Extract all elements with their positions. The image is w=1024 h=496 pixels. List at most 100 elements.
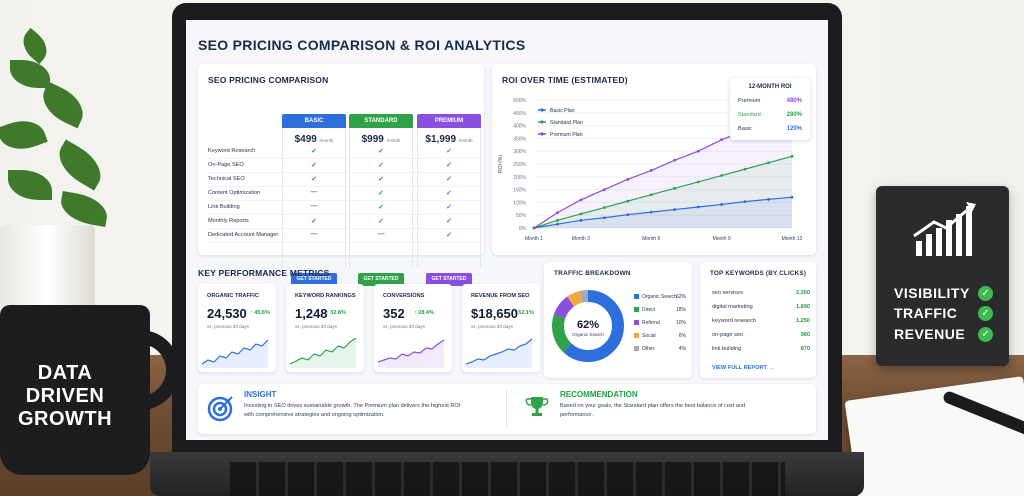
check-icon: ✓ — [378, 148, 384, 155]
data-point — [673, 186, 677, 190]
data-point — [767, 161, 770, 165]
view-full-report-link[interactable]: VIEW FULL REPORT → — [712, 365, 775, 371]
traffic-legend-row: Direct 18% — [634, 307, 686, 313]
keyword-text: keyword research — [712, 318, 757, 324]
kpi-label: CONVERSIONS — [383, 293, 425, 299]
roi-chart-card: ROI OVER TIME (ESTIMATED) 0% 50% 100% 150% 2… — [492, 64, 816, 255]
check-icon: ✓ — [378, 204, 384, 211]
keyboard — [230, 462, 785, 496]
y-axis-label: ROI (%) — [498, 155, 504, 173]
legend-swatch — [634, 320, 639, 326]
keyword-clicks: 870 — [800, 346, 810, 352]
data-point — [626, 177, 630, 181]
trophy-icon — [525, 397, 549, 416]
recommendation-text: Based on your goals, the Standard plan o… — [560, 403, 746, 418]
traffic-legend-row: Referral 10% — [634, 320, 686, 326]
x-tick-label: Month 9 — [713, 236, 731, 242]
kpi-sparkline — [202, 339, 269, 368]
plan-price-standard: $999 /month — [361, 134, 401, 145]
kpi-sub: vs. previous 30 days — [207, 324, 249, 329]
kpi-card: CONVERSIONS 352 ↑ 28.4% vs. previous 30 day… — [374, 284, 452, 372]
data-point — [556, 211, 559, 215]
traffic-breakdown-card: TRAFFIC BREAKDOWN 62% Organic Search Org… — [544, 262, 692, 378]
traffic-donut-chart — [552, 290, 624, 362]
keyword-text: seo services — [712, 290, 744, 296]
check-icon: ✓ — [446, 232, 452, 239]
kpi-card: KEYWORD RANKINGS 1,248 ↑ 32.8% vs. previous… — [286, 284, 364, 372]
data-point — [743, 167, 747, 171]
sign-line-traffic: TRAFFIC — [894, 305, 958, 321]
donut-slice-other — [552, 290, 624, 362]
legend-marker — [540, 120, 544, 124]
kpi-value: 24,530 — [207, 306, 247, 321]
feature-label: Monthly Reports — [208, 218, 249, 224]
get-started-standard-button[interactable]: GET STARTED — [358, 273, 404, 286]
series-area — [534, 197, 792, 228]
pricing-title: SEO PRICING COMPARISON — [208, 75, 329, 85]
y-tick-label: 50% — [516, 213, 527, 219]
roi-row-value: 280% — [786, 112, 802, 118]
y-tick-label: 250% — [513, 162, 526, 168]
keyword-row: keyword research 1,250 — [712, 318, 810, 324]
pricing-card: SEO PRICING COMPARISON BASIC STANDARD PR… — [198, 64, 484, 286]
traffic-source: Organic Search — [642, 294, 677, 300]
data-point — [743, 200, 747, 204]
data-point — [579, 218, 583, 222]
keyword-clicks: 1,890 — [796, 304, 810, 310]
data-point — [556, 218, 559, 222]
x-tick-label: Month 12 — [782, 236, 803, 242]
legend-marker — [540, 132, 544, 136]
kpi-card: REVENUE FROM SEO $18,650 ↑ 52.1% vs. previo… — [462, 284, 540, 372]
legend-marker — [540, 108, 544, 112]
kpi-value: 1,248 — [295, 306, 328, 321]
plant-pot — [0, 225, 95, 315]
dash-icon: — — [310, 189, 318, 196]
roi-chart-title: ROI OVER TIME (ESTIMATED) — [502, 75, 628, 85]
dash-icon: — — [377, 231, 385, 238]
traffic-value: 4% — [678, 346, 686, 352]
y-tick-label: 450% — [513, 111, 526, 117]
dash-icon: — — [310, 231, 318, 238]
keywords-title: TOP KEYWORDS (BY CLICKS) — [710, 270, 807, 277]
check-icon: ✓ — [446, 190, 452, 197]
traffic-value: 6% — [678, 333, 686, 339]
data-point — [696, 205, 700, 209]
plan-price-premium: $1,999 /month — [425, 134, 473, 145]
data-point — [767, 197, 770, 201]
keyword-clicks: 2,350 — [796, 290, 810, 296]
check-icon: ✓ — [978, 286, 993, 301]
data-point — [673, 158, 677, 162]
check-icon: ✓ — [378, 218, 384, 225]
donut-center-value: 62% — [576, 319, 600, 331]
y-tick-label: 100% — [513, 200, 526, 206]
roi-row-value: 120% — [786, 126, 802, 132]
check-icon: ✓ — [311, 176, 317, 183]
get-started-basic-button[interactable]: GET STARTED — [291, 273, 337, 286]
data-point — [790, 195, 794, 199]
kpi-label: KEYWORD RANKINGS — [295, 293, 356, 299]
data-point — [649, 210, 653, 214]
series-area — [534, 105, 792, 228]
sign-line-revenue: REVENUE — [894, 326, 966, 342]
sign-line-visibility: VISIBILITY — [894, 285, 970, 301]
get-started-premium-button[interactable]: GET STARTED — [426, 273, 472, 286]
traffic-source: Social — [642, 333, 656, 339]
traffic-source: Direct — [642, 307, 656, 313]
kpi-sub: vs. previous 30 days — [383, 324, 425, 329]
kpi-sub: vs. previous 30 days — [471, 324, 513, 329]
keyword-text: on-page seo — [712, 332, 744, 338]
plan-header-premium: PREMIUM — [417, 114, 481, 128]
data-point — [790, 154, 794, 158]
coffee-mug — [0, 305, 150, 475]
data-point — [532, 226, 536, 230]
kpi-delta: ↑ 28.4% — [414, 310, 434, 316]
series-line-standard-plan — [533, 155, 793, 229]
y-tick-label: 0% — [519, 226, 527, 232]
legend-label: Premium Plan — [550, 132, 583, 138]
x-tick-label: Month 3 — [572, 236, 590, 242]
feature-label: Technical SEO — [208, 176, 245, 182]
legend-label: Basic Plan — [550, 108, 575, 114]
x-tick-label: Month 6 — [642, 236, 660, 242]
data-point — [720, 203, 724, 206]
data-point — [720, 174, 724, 177]
